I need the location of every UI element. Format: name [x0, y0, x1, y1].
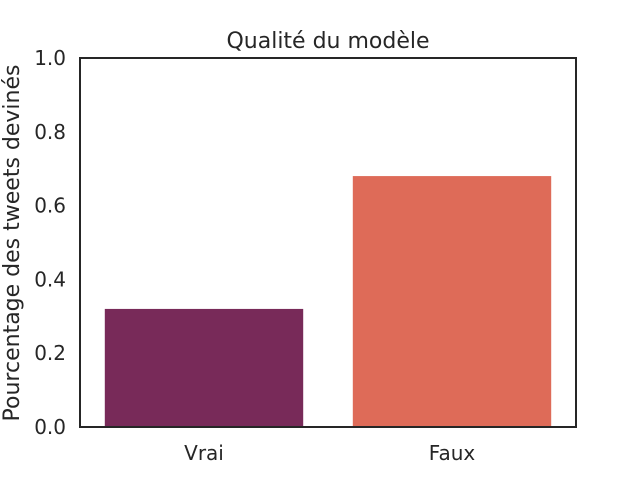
x-tick-label: Faux — [429, 441, 476, 465]
y-axis-label: Pourcentage des tweets devinés — [0, 65, 25, 422]
y-tick-label: 0.4 — [34, 267, 66, 291]
y-tick-label: 1.0 — [34, 46, 66, 70]
x-tick-label: Vrai — [184, 441, 224, 465]
x-tick-labels: Vrai Faux — [184, 441, 475, 465]
y-tick-label: 0.2 — [34, 341, 66, 365]
y-tick-label: 0.8 — [34, 120, 66, 144]
chart-title: Qualité du modèle — [226, 29, 429, 54]
plot-frame — [79, 57, 577, 428]
y-tick-labels: 0.0 0.2 0.4 0.6 0.8 1.0 — [34, 46, 66, 439]
bars-group — [104, 176, 552, 427]
bar-vrai — [104, 308, 304, 427]
y-tick-label: 0.6 — [34, 194, 66, 218]
y-tick-label: 0.0 — [34, 415, 66, 439]
bar-faux — [352, 176, 552, 427]
